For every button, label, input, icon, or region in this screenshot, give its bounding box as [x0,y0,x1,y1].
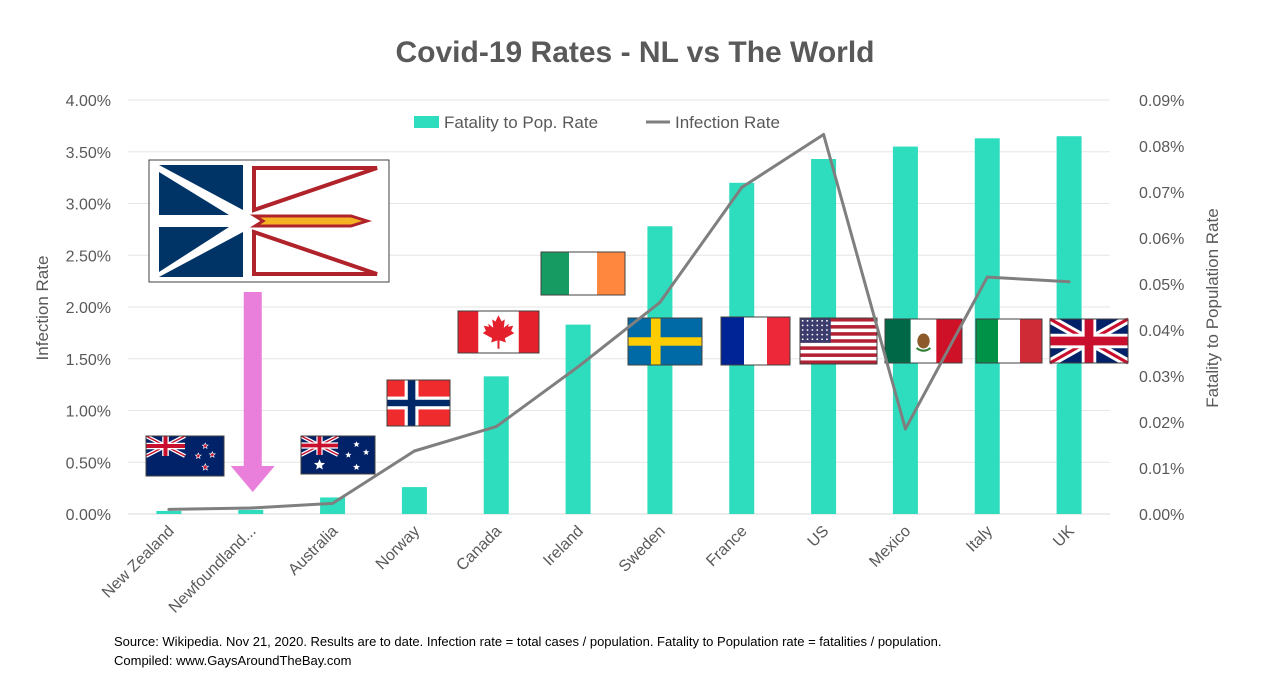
category-label: Sweden [616,523,669,576]
right-axis-ticks: 0.00% 0.01% 0.02% 0.03% 0.04% 0.05% 0.06% 0.07%… [1139,93,1184,524]
category-label: New Zealand [99,523,178,602]
compiled-note: Compiled: www.GaysAroundTheBay.com [114,653,352,668]
right-tick-label: 0.04% [1139,323,1184,340]
italy-flag-icon [975,318,1043,364]
right-tick-label: 0.08% [1139,139,1184,156]
mexico-flag-icon [884,318,963,364]
bar [156,510,182,514]
category-label: Mexico [866,523,914,571]
category-label: Norway [373,523,423,573]
new-zealand-flag-icon [145,434,225,477]
category-label: Australia [285,523,341,579]
line-point [167,507,171,511]
legend-bar-swatch [414,116,439,128]
arrow-shaft [243,292,262,468]
right-tick-label: 0.01% [1139,461,1184,478]
source-note: Source: Wikipedia. Nov 21, 2020. Results… [114,634,942,649]
canada-flag-icon [457,310,540,354]
bar [565,324,591,514]
ireland-flag-icon [540,251,626,296]
line-point [822,133,826,136]
line-point [985,275,989,279]
line-point [412,449,416,453]
line-point [740,185,744,189]
flags [145,159,1131,477]
right-tick-label: 0.07% [1139,185,1184,202]
left-tick-label: 2.00% [66,300,111,317]
usa-flag-icon [799,317,878,365]
category-label: France [703,523,750,570]
line-point [658,300,662,304]
right-tick-label: 0.09% [1139,93,1184,110]
sweden-flag-icon [627,317,703,366]
norway-flag-icon [386,379,451,427]
bar [401,487,427,514]
left-axis-title: Infection Rate [33,256,52,361]
right-tick-label: 0.00% [1139,507,1184,524]
line-point [576,365,580,369]
footer: Source: Wikipedia. Nov 21, 2020. Results… [114,632,1214,670]
category-label: Newfoundland... [166,523,260,617]
australia-flag-icon [300,434,376,475]
category-label: UK [1050,523,1078,551]
line-point [494,425,498,429]
left-tick-label: 3.00% [66,197,111,214]
infection-rate-line [168,133,1070,511]
left-tick-label: 2.50% [66,248,111,265]
line-point [331,501,335,505]
left-tick-label: 0.50% [66,455,111,472]
line-point [249,506,253,510]
right-tick-label: 0.02% [1139,415,1184,432]
legend-bar-label: Fatality to Pop. Rate [444,113,598,132]
chart: Covid-19 Rates - NL vs The World 0.00%0.… [33,36,1222,617]
bar [238,509,264,514]
chart-title: Covid-19 Rates - NL vs The World [396,36,875,69]
legend-line-label: Infection Rate [675,113,780,132]
infection-line [167,133,1071,511]
left-tick-label: 1.00% [66,404,111,421]
arrow-head [230,466,275,492]
category-label: US [805,523,833,551]
category-label: Canada [453,523,505,575]
left-tick-label: 0.00% [66,507,111,524]
bar [647,226,673,514]
category-label: Italy [963,523,996,556]
line-point [903,427,907,431]
category-label: Ireland [540,523,587,570]
right-tick-label: 0.03% [1139,369,1184,386]
line-point [1067,280,1071,284]
right-tick-label: 0.05% [1139,277,1184,294]
left-axis-ticks: 0.00% 0.50% 1.00% 1.50% 2.00% 2.50% 3.00% 3.50%… [66,93,111,524]
right-axis-title: Fatality to Population Rate [1203,208,1222,407]
bar [483,376,509,514]
left-tick-label: 1.50% [66,352,111,369]
uk-flag-icon [1047,315,1131,367]
right-tick-label: 0.06% [1139,231,1184,248]
france-flag-icon [720,316,791,366]
left-tick-label: 3.50% [66,145,111,162]
bar [320,497,346,514]
left-tick-label: 4.00% [66,93,111,110]
legend: Fatality to Pop. Rate Infection Rate [414,113,780,132]
annotation-arrow [230,292,275,492]
newfoundland-flag-icon [148,159,390,283]
